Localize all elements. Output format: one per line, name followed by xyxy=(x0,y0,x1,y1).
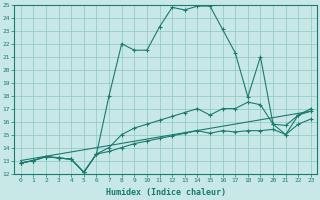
X-axis label: Humidex (Indice chaleur): Humidex (Indice chaleur) xyxy=(106,188,226,197)
